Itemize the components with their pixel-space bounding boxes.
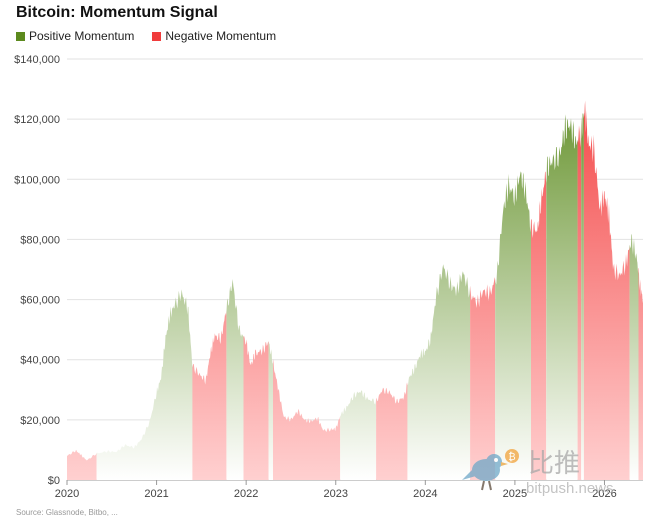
watermark-logo: ₿ 比推 bitpush.news xyxy=(462,448,614,497)
momentum-segment-positive xyxy=(495,100,531,480)
y-tick-label: $0 xyxy=(48,475,60,487)
x-tick-label: 2025 xyxy=(503,488,527,500)
legend-swatch-negative xyxy=(152,31,162,41)
momentum-segment-negative xyxy=(376,100,408,480)
legend-item-positive: Positive Momentum xyxy=(16,29,134,43)
bird-icon xyxy=(462,454,508,491)
y-tick-label: $120,000 xyxy=(14,114,60,126)
momentum-segment-negative xyxy=(470,100,496,480)
momentum-segment-negative xyxy=(67,100,97,480)
momentum-segment-positive xyxy=(340,100,376,480)
momentum-segment-positive xyxy=(546,100,578,480)
momentum-segment-negative xyxy=(192,100,227,480)
momentum-segment-negative xyxy=(273,100,341,480)
momentum-segment-positive xyxy=(268,100,274,480)
chart-title: Bitcoin: Momentum Signal xyxy=(16,4,218,21)
y-tick-label: $20,000 xyxy=(20,415,60,427)
x-tick-label: 2022 xyxy=(234,488,258,500)
bitcoin-coin-symbol: ₿ xyxy=(508,451,515,463)
x-tick-label: 2021 xyxy=(144,488,168,500)
momentum-segment-positive xyxy=(96,100,193,480)
momentum-segment-negative xyxy=(583,100,630,480)
momentum-segment-positive xyxy=(581,100,584,480)
momentum-segment-negative xyxy=(577,100,582,480)
y-tick-label: $60,000 xyxy=(20,295,60,307)
momentum-segment-negative xyxy=(638,100,643,480)
watermark-url-text: bitpush.news xyxy=(526,480,614,497)
legend-label-positive: Positive Momentum xyxy=(29,29,135,43)
y-tick-label: $100,000 xyxy=(14,174,60,186)
momentum-segment-positive xyxy=(629,100,639,480)
x-tick-label: 2024 xyxy=(413,488,437,500)
legend-label-negative: Negative Momentum xyxy=(165,29,277,43)
bitcoin-coin-icon xyxy=(505,449,519,463)
x-tick-label: 2020 xyxy=(55,488,79,500)
momentum-segment-positive xyxy=(226,100,244,480)
axes: $0 $20,000 $40,000 $60,000 $80,000 $100,000 $1… xyxy=(14,54,617,500)
y-tick-label: $80,000 xyxy=(20,234,60,246)
x-tick-label: 2026 xyxy=(592,488,616,500)
y-tick-label: $40,000 xyxy=(20,355,60,367)
legend-swatch-positive xyxy=(16,31,25,41)
momentum-segment-negative xyxy=(531,100,547,480)
legend: Positive Momentum Negative Momentum xyxy=(16,29,276,43)
y-tick-label: $140,000 xyxy=(14,54,60,66)
price-area xyxy=(67,100,643,480)
momentum-segment-positive xyxy=(407,100,471,480)
legend-item-negative: Negative Momentum xyxy=(152,29,276,43)
watermark-cn-text: 比推 xyxy=(528,448,580,478)
x-tick-label: 2023 xyxy=(323,488,347,500)
source-note: Source: Glassnode, Bitbo, ... xyxy=(16,508,118,517)
momentum-segment-negative xyxy=(243,100,269,480)
